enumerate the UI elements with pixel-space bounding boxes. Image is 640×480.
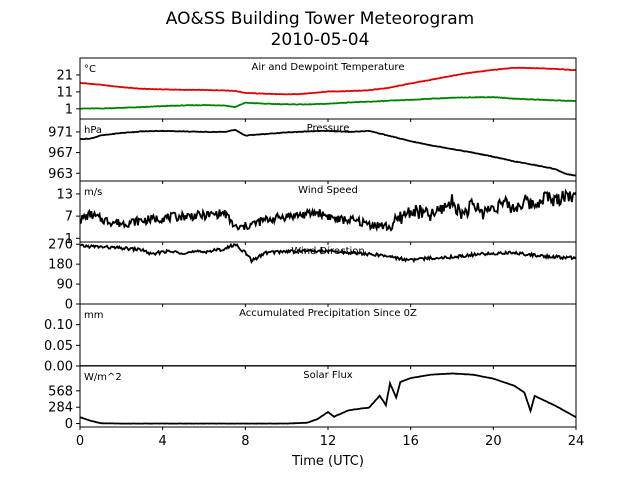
series-line-4-1 (80, 242, 576, 265)
series-line-1-1 (80, 66, 576, 96)
y-tick-label: 21 (56, 68, 73, 83)
x-tick-label: 4 (159, 434, 167, 449)
panel-title: Wind Speed (298, 185, 358, 196)
y-tick-label: 7 (65, 210, 73, 225)
x-tick-label: 20 (485, 434, 502, 449)
series-line-2-1 (80, 128, 576, 177)
x-tick-label: 24 (568, 434, 585, 449)
series-line-1-2 (80, 95, 576, 110)
panel-title: Wind Direction (291, 246, 365, 257)
y-tick-label: 11 (56, 85, 73, 100)
panel-title: Accumulated Precipitation Since 0Z (239, 308, 417, 319)
y-tick-label: 0.10 (44, 318, 73, 333)
panel-2: 963 967 971 Pressure hPa (48, 118, 577, 184)
y-tick-label: 971 (48, 125, 73, 140)
panel-unit-label: m/s (84, 187, 102, 198)
figure-subtitle: 2010-05-04 (271, 30, 370, 50)
y-tick-label: 13 (56, 187, 73, 202)
x-tick-label: 12 (320, 434, 337, 449)
series-line-3-1 (80, 188, 576, 233)
panel-4: 0 90 180 270 Wind Direction (48, 238, 577, 313)
y-tick-label: 568 (48, 384, 73, 399)
panel-title: Air and Dewpoint Temperature (252, 62, 405, 73)
x-tick-label: 0 (76, 434, 84, 449)
panel-unit-label: °C (84, 64, 96, 75)
panel-title: Pressure (307, 123, 350, 134)
y-tick-label: 0.00 (44, 360, 73, 375)
panel-title: Solar Flux (303, 370, 353, 381)
y-tick-label: 967 (48, 146, 73, 161)
figure-title: AO&SS Building Tower Meteorogram (166, 9, 474, 29)
x-axis-label: Time (UTC) (291, 454, 364, 469)
x-tick-label: 8 (241, 434, 249, 449)
y-tick-label: 284 (48, 401, 73, 416)
series-line-6-1 (80, 372, 576, 425)
y-tick-label: 270 (48, 238, 73, 253)
y-tick-label: 0 (65, 417, 73, 432)
y-tick-label: 90 (56, 278, 73, 293)
y-tick-label: 0 (65, 298, 73, 313)
panel-unit-label: hPa (84, 125, 102, 136)
y-tick-label: 180 (48, 258, 73, 273)
panel-5: 0.00 0.05 0.10 Accumulated Precipitation Si… (44, 303, 577, 375)
panel-3: 1 7 13 Wind Speed m/s (56, 180, 577, 247)
panel-unit-label: W/m^2 (84, 372, 122, 383)
y-tick-label: 963 (48, 167, 73, 182)
y-tick-label: 1 (65, 102, 73, 117)
panel-unit-label: mm (84, 310, 103, 321)
x-axis-ticks: 0 4 8 12 16 20 24 (76, 434, 584, 449)
y-tick-label: 0.05 (44, 339, 73, 354)
y-tick-label: 1 (65, 232, 73, 247)
x-tick-label: 16 (402, 434, 419, 449)
